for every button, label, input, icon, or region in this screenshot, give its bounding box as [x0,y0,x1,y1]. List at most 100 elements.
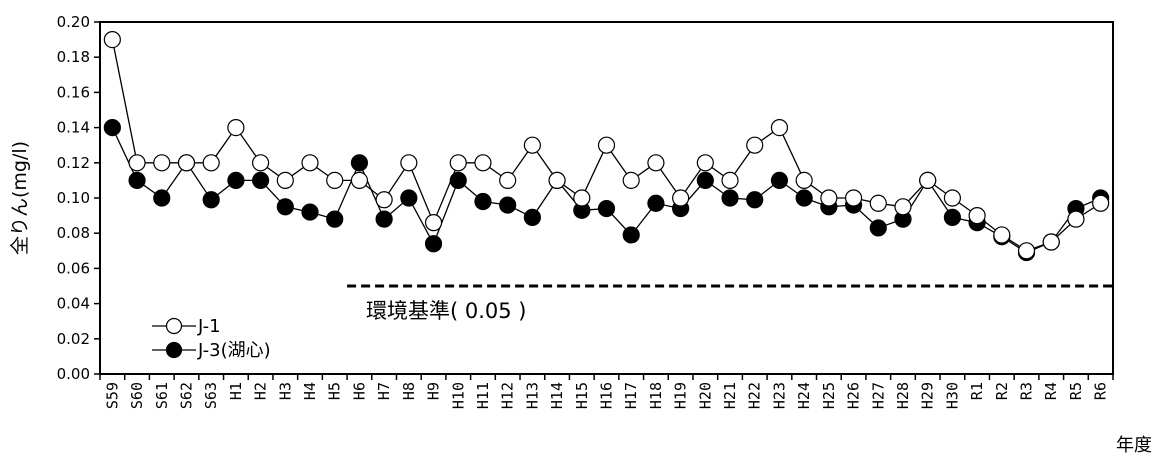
data-point-series-2 [770,171,789,189]
x-tick-label: H11 [474,382,492,409]
data-point-series-2 [276,198,294,216]
data-point-series-2 [153,189,171,207]
x-tick-label: H19 [672,382,690,409]
data-point-series-2 [326,210,344,228]
data-point-series-1 [474,154,492,172]
x-tick-label: H30 [943,382,961,409]
x-tick-label: S62 [177,382,195,409]
x-tick-label: H4 [301,382,319,400]
data-point-series-1 [968,207,986,225]
x-tick-label: H3 [276,382,294,400]
x-tick-label: H16 [598,382,616,409]
y-tick-label: 0.14 [57,119,90,137]
x-tick-label: S63 [202,382,220,409]
data-point-series-1 [696,154,714,172]
data-point-series-1 [326,171,344,189]
data-point-series-1 [647,154,665,172]
x-tick-label: H26 [845,382,863,409]
y-tick-label: 0.18 [57,48,90,66]
x-tick-label: H10 [449,382,467,409]
x-tick-label: H20 [696,382,714,409]
data-point-series-1 [103,30,121,49]
x-tick-label: R2 [993,382,1011,400]
data-point-series-1 [573,189,591,207]
data-point-series-2 [597,199,616,218]
y-tick-label: 0.20 [57,13,90,31]
x-tick-label: H6 [350,382,368,400]
y-tick-label: 0.06 [57,259,90,277]
legend-label-j3: J-3(湖心) [197,340,271,361]
x-tick-label: H29 [919,382,937,409]
data-point-series-2 [424,235,443,253]
data-point-series-1 [844,189,863,207]
data-point-series-1 [820,189,838,207]
data-point-series-1 [276,171,294,189]
data-point-series-1 [993,226,1011,244]
x-tick-label: R5 [1067,382,1085,400]
data-point-series-1 [523,136,541,154]
data-point-series-2 [128,171,146,189]
x-tick-label: H8 [400,382,418,400]
data-point-series-1 [943,189,962,207]
data-point-series-1 [251,154,270,172]
data-point-series-1 [746,136,764,154]
x-tick-label: H25 [820,382,838,409]
data-point-series-1 [301,154,319,172]
data-point-series-1 [449,154,467,172]
y-axis-label: 全りん(mg/l) [9,141,31,255]
x-tick-label: H17 [622,382,640,409]
x-tick-label: R6 [1092,382,1110,400]
data-point-series-2 [622,226,640,244]
data-point-series-1 [350,171,369,189]
reference-line-label: 環境基準( 0.05 ) [366,299,527,323]
data-point-series-2 [943,208,962,226]
x-tick-label: H24 [795,382,813,409]
data-point-series-1 [869,194,887,212]
x-tick-label: H7 [375,382,393,400]
data-point-series-1 [499,171,517,189]
data-point-series-1 [795,171,813,189]
legend: J-1 J-3(湖心) [152,316,271,361]
legend-marker-j3 [165,341,183,359]
y-tick-label: 0.08 [57,224,90,242]
data-point-series-2 [746,191,764,209]
data-point-series-1 [1017,242,1036,260]
data-point-series-1 [1067,210,1085,228]
x-tick-label: H28 [894,382,912,409]
data-point-series-1 [400,154,418,172]
plot-area [99,21,1114,375]
data-point-series-1 [548,171,566,189]
data-point-series-2 [647,194,665,212]
x-tick-label: R3 [1018,382,1036,400]
data-point-series-2 [449,171,467,189]
data-point-series-1 [424,214,443,232]
x-tick-label: H27 [869,382,887,409]
data-point-series-1 [177,154,196,172]
data-point-series-1 [622,171,640,189]
y-tick-label: 0.04 [57,295,90,313]
data-point-series-1 [153,154,171,172]
x-tick-label: H5 [326,382,344,400]
y-tick-label: 0.00 [57,365,90,383]
data-point-series-1 [375,191,393,209]
y-axis-ticks: 0.00 0.02 0.04 0.06 0.08 0.10 0.12 0.14 0.16 0.18… [57,13,100,383]
y-tick-label: 0.10 [57,189,90,207]
data-point-series-2 [869,219,887,237]
data-point-series-2 [499,196,517,214]
x-tick-label: S61 [153,382,171,409]
data-point-series-2 [400,189,418,207]
x-tick-label: R1 [968,382,986,400]
x-tick-label: H21 [721,382,739,409]
x-axis-ticks: S59 S60 S61 S62 S63 H1 H2 H3 H4 H5 H6 H7 H8 H9 H10 H11 H… [99,374,1114,409]
data-point-series-1 [721,171,739,189]
legend-marker-j1 [165,317,183,335]
data-point-series-1 [227,118,245,137]
x-tick-label: R4 [1042,382,1060,400]
x-tick-label: H14 [548,382,566,409]
data-point-series-1 [672,189,690,207]
y-tick-label: 0.12 [57,154,90,172]
x-tick-label: H22 [746,382,764,409]
y-tick-label: 0.02 [57,330,90,348]
legend-label-j1: J-1 [197,316,221,337]
